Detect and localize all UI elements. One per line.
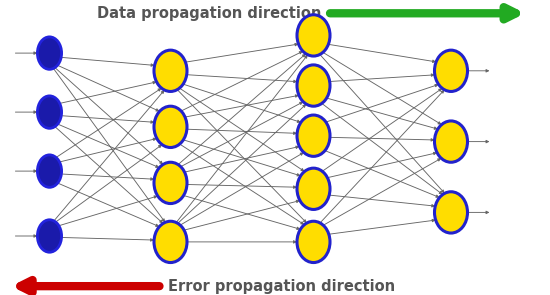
- Ellipse shape: [434, 121, 468, 162]
- Ellipse shape: [297, 115, 330, 156]
- Ellipse shape: [37, 155, 62, 187]
- Ellipse shape: [434, 50, 468, 91]
- Ellipse shape: [37, 220, 62, 252]
- Ellipse shape: [37, 37, 62, 69]
- Ellipse shape: [297, 15, 330, 56]
- Ellipse shape: [37, 96, 62, 128]
- Ellipse shape: [297, 168, 330, 209]
- Ellipse shape: [297, 65, 330, 106]
- Ellipse shape: [434, 192, 468, 233]
- Ellipse shape: [154, 50, 187, 91]
- Ellipse shape: [154, 162, 187, 204]
- Text: Data propagation direction: Data propagation direction: [97, 6, 322, 21]
- Ellipse shape: [297, 221, 330, 263]
- Ellipse shape: [154, 106, 187, 148]
- Text: Error propagation direction: Error propagation direction: [168, 279, 395, 294]
- Ellipse shape: [154, 221, 187, 263]
